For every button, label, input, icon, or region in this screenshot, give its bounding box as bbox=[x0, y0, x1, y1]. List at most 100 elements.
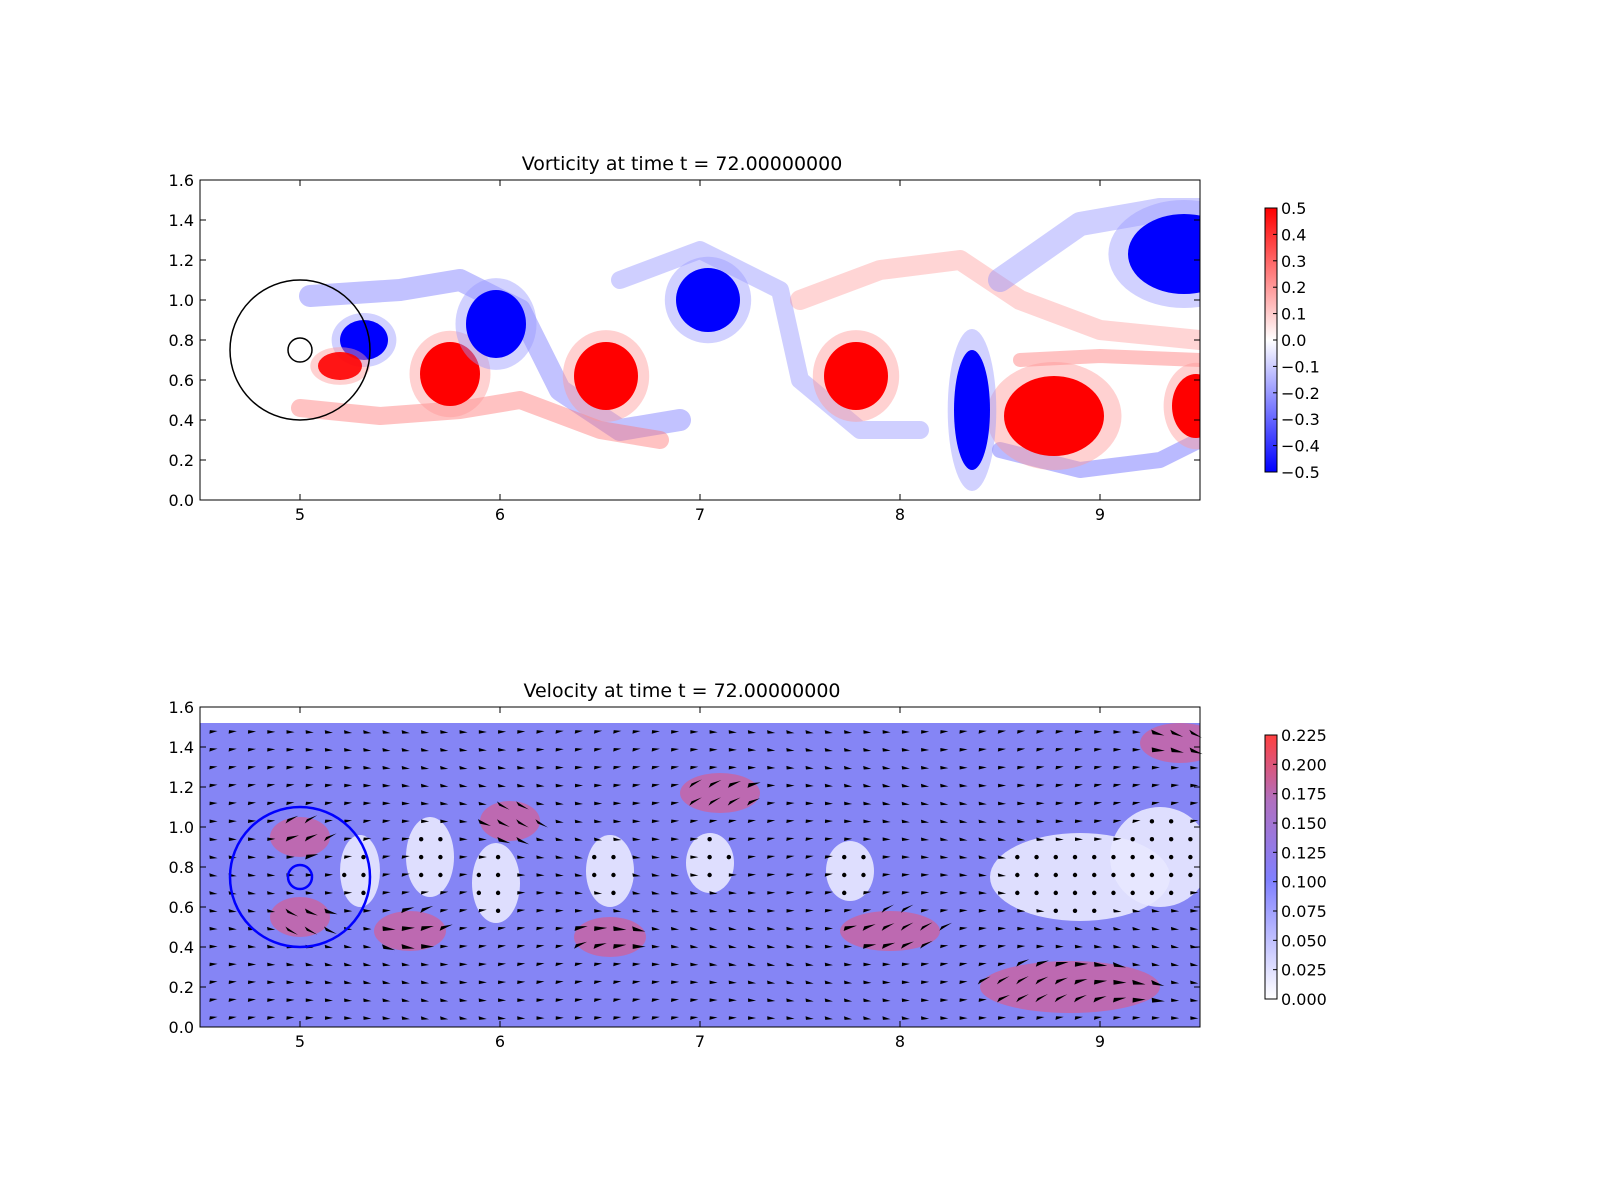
quiver-arrow bbox=[324, 980, 333, 985]
quiver-dot bbox=[1053, 854, 1058, 860]
quiver-arrow bbox=[670, 873, 680, 877]
vortex bbox=[954, 350, 990, 470]
quiver-arrow bbox=[440, 730, 449, 734]
quiver-arrow bbox=[209, 980, 218, 985]
quiver-arrow bbox=[670, 748, 680, 752]
quiver-arrow bbox=[324, 908, 338, 915]
quiver-arrow bbox=[478, 765, 487, 770]
colorbar-tick-label: 0.0 bbox=[1281, 331, 1306, 350]
quiver-arrow bbox=[1113, 1016, 1122, 1020]
quiver-arrow bbox=[382, 1016, 391, 1020]
quiver-dot bbox=[1092, 890, 1097, 896]
quiver-arrow bbox=[594, 1016, 603, 1020]
quiver-arrow bbox=[343, 819, 353, 824]
cylinder-circle bbox=[229, 279, 371, 421]
quiver-arrow bbox=[1170, 801, 1180, 806]
quiver-arrow bbox=[1113, 837, 1122, 842]
quiver-arrow bbox=[1016, 994, 1029, 1003]
quiver-arrow bbox=[1132, 926, 1141, 931]
quiver-arrow bbox=[1055, 730, 1064, 734]
quiver-arrow bbox=[900, 922, 914, 931]
quiver-arrow bbox=[247, 873, 257, 877]
quiver-arrow bbox=[555, 765, 564, 770]
quiver-dot bbox=[476, 872, 482, 878]
quiver-arrow bbox=[747, 944, 756, 949]
quiver-arrow bbox=[728, 980, 737, 985]
quiver-arrow bbox=[1036, 926, 1045, 931]
quiver-arrow bbox=[304, 908, 318, 916]
quiver-arrow bbox=[977, 976, 991, 985]
quiver-arrow bbox=[323, 833, 337, 842]
quiver-arrow bbox=[671, 944, 680, 949]
quiver-arrow bbox=[824, 908, 833, 913]
quiver-arrow bbox=[767, 926, 776, 931]
quiver-arrow bbox=[709, 891, 718, 895]
quiver-arrow bbox=[440, 1016, 449, 1020]
quiver-arrow bbox=[728, 1016, 737, 1020]
quiver-arrow bbox=[1190, 998, 1199, 1002]
quiver-dot bbox=[418, 854, 424, 860]
quiver-arrow bbox=[1016, 976, 1029, 985]
quiver-arrow bbox=[1190, 819, 1199, 824]
y-tick-label: 0.4 bbox=[169, 411, 194, 430]
quiver-arrow bbox=[267, 891, 276, 895]
quiver-arrow bbox=[1055, 837, 1064, 842]
quiver-arrow bbox=[708, 779, 722, 788]
quiver-arrow bbox=[709, 908, 718, 913]
quiver-arrow bbox=[613, 783, 622, 788]
quiver-dot bbox=[1053, 908, 1058, 913]
quiver-arrow bbox=[459, 944, 468, 949]
quiver-arrow bbox=[1054, 977, 1068, 985]
quiver-arrow bbox=[536, 908, 545, 913]
quiver-arrow bbox=[728, 765, 737, 770]
quiver-arrow bbox=[536, 962, 545, 967]
quiver-arrow bbox=[382, 944, 396, 951]
quiver-arrow bbox=[536, 873, 545, 877]
quiver-arrow bbox=[459, 819, 468, 824]
quiver-arrow bbox=[1190, 980, 1199, 985]
quiver-arrow bbox=[1036, 908, 1045, 913]
quiver-arrow bbox=[516, 837, 530, 845]
quiver-arrow bbox=[555, 1016, 564, 1020]
quiver-arrow bbox=[670, 926, 680, 931]
quiver-dot bbox=[611, 872, 616, 878]
quiver-arrow bbox=[728, 748, 737, 752]
quiver-arrow bbox=[613, 926, 627, 932]
quiver-arrow bbox=[901, 873, 910, 877]
quiver-arrow bbox=[343, 730, 353, 734]
quiver-arrow bbox=[440, 962, 449, 967]
quiver-arrow bbox=[1074, 765, 1083, 770]
y-tick-label: 0.4 bbox=[169, 938, 194, 957]
quiver-arrow bbox=[594, 908, 603, 913]
quiver-arrow bbox=[844, 730, 853, 734]
quiver-arrow bbox=[1093, 926, 1103, 931]
quiver-arrow bbox=[670, 801, 680, 806]
quiver-arrow bbox=[324, 891, 333, 895]
quiver-arrow bbox=[767, 908, 776, 913]
quiver-arrow bbox=[497, 819, 510, 828]
quiver-dot bbox=[1015, 872, 1020, 878]
quiver-arrow bbox=[613, 962, 622, 967]
quiver-arrow bbox=[363, 819, 372, 824]
quiver-arrow bbox=[748, 765, 757, 770]
quiver-arrow bbox=[517, 908, 526, 913]
quiver-arrow bbox=[574, 1016, 583, 1020]
quiver-arrow bbox=[1093, 962, 1108, 967]
quiver-arrow bbox=[671, 837, 680, 842]
quiver-arrow bbox=[1094, 837, 1103, 842]
quiver-arrow bbox=[1132, 997, 1146, 1003]
quiver-arrow bbox=[959, 891, 968, 895]
quiver-arrow bbox=[382, 908, 391, 913]
quiver-arrow bbox=[421, 944, 435, 949]
quiver-arrow bbox=[459, 765, 468, 770]
quiver-dot bbox=[1168, 872, 1174, 878]
quiver-arrow bbox=[1151, 962, 1160, 967]
quiver-dot bbox=[1188, 837, 1193, 842]
quiver-arrow bbox=[247, 783, 256, 788]
quiver-arrow bbox=[478, 801, 487, 806]
quiver-arrow bbox=[228, 926, 237, 931]
quiver-arrow bbox=[209, 783, 218, 788]
quiver-arrow bbox=[824, 837, 833, 842]
quiver-arrow bbox=[786, 926, 795, 931]
quiver-arrow bbox=[843, 765, 853, 770]
